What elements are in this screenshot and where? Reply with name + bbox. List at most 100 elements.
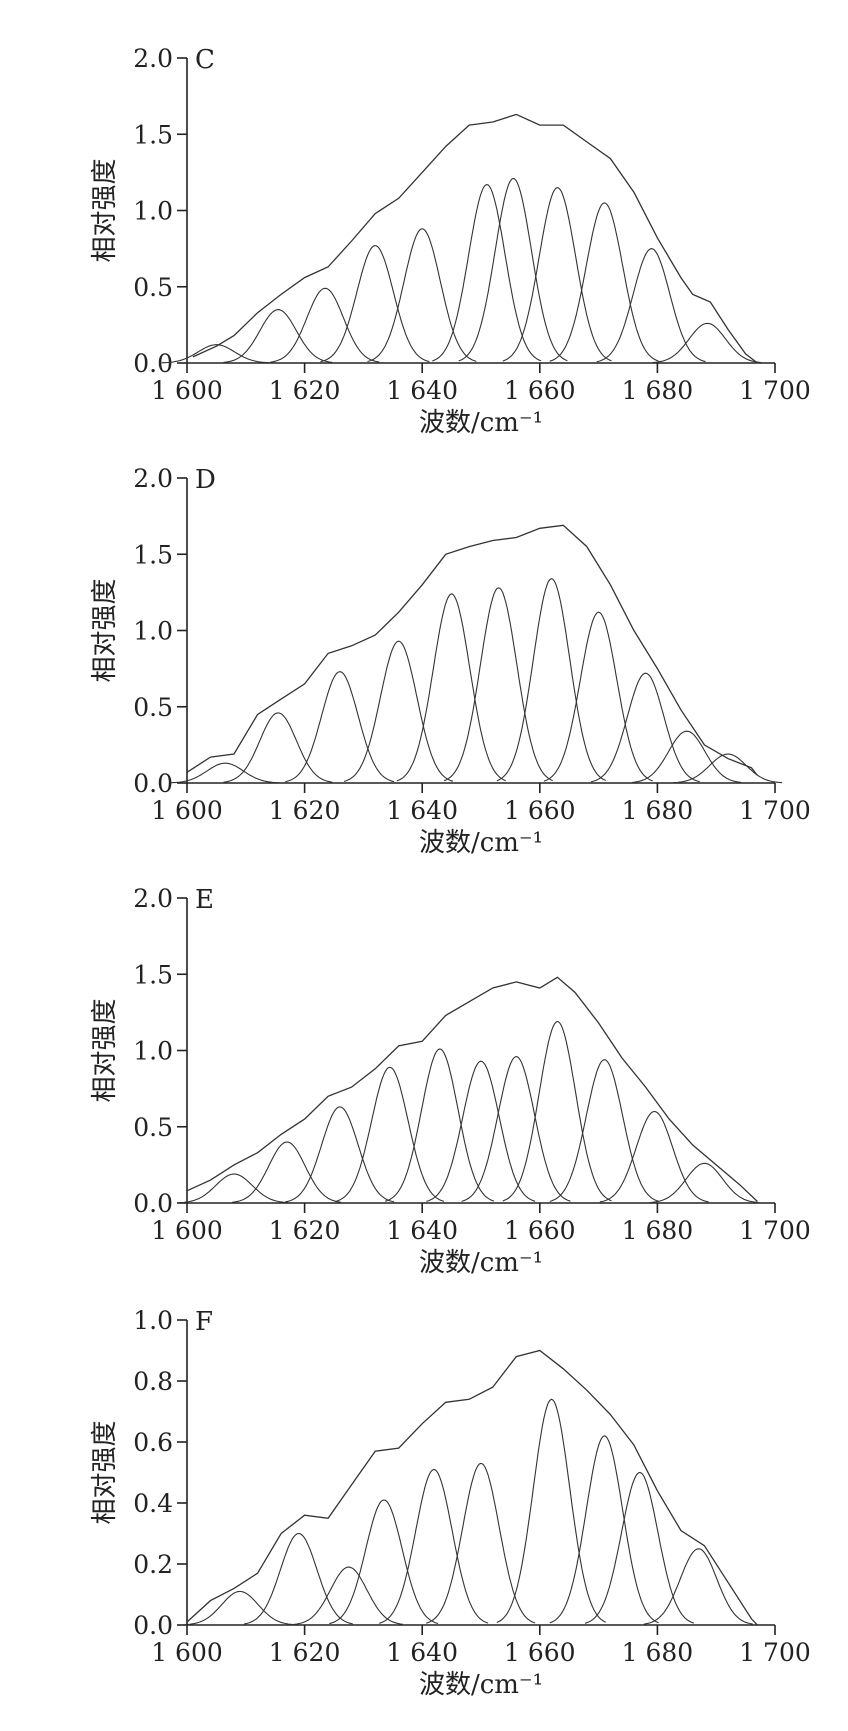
y-tick-label: 1.5: [133, 960, 173, 989]
component-peak-9: [549, 202, 659, 362]
component-peak-10: [632, 730, 741, 783]
component-peak-7: [496, 1398, 606, 1623]
y-tick-label: 0.5: [133, 1113, 173, 1142]
x-tick-label: 1 620: [269, 796, 341, 825]
y-tick-label: 1.0: [133, 1037, 173, 1066]
y-axis-label: 相对强度: [90, 998, 120, 1102]
x-tick-label: 1 600: [151, 1216, 223, 1245]
component-peak-3: [270, 287, 380, 363]
x-tick-label: 1 600: [151, 1638, 223, 1667]
spectrum-envelope-line: [186, 976, 758, 1202]
component-peak-9: [584, 1471, 695, 1624]
panel-label: E: [195, 885, 214, 915]
component-peak-10: [596, 248, 706, 363]
component-peak-8: [502, 187, 612, 362]
y-tick-label: 2.0: [133, 884, 173, 913]
component-peak-1: [179, 1173, 289, 1204]
component-peak-1: [185, 1590, 295, 1626]
component-peak-8: [543, 611, 653, 782]
component-peak-11: [673, 753, 783, 784]
component-peak-6: [426, 1060, 536, 1202]
x-tick-label: 1 600: [151, 376, 223, 405]
spectrum-envelope-line: [192, 113, 758, 364]
x-tick-label: 1 680: [622, 796, 694, 825]
panel-e: 1 600 1 620 1 640 1 660 1 680 1 700 0.0 0.5 1.0 1…: [90, 884, 811, 1278]
component-peak-4: [329, 1499, 439, 1625]
x-tick-label: 1 660: [504, 1216, 576, 1245]
component-peak-1: [170, 762, 280, 784]
x-tick-label: 1 620: [269, 1216, 341, 1245]
component-peak-7: [461, 1056, 571, 1202]
component-peak-2: [232, 1141, 342, 1203]
component-peak-10: [643, 1548, 753, 1625]
y-tick-label: 0.5: [133, 693, 173, 722]
x-tick-label: 1 620: [269, 1638, 341, 1667]
y-axis-label: 相对强度: [90, 578, 120, 682]
spectrum-envelope-line: [186, 524, 758, 776]
y-tick-label: 0.0: [133, 349, 173, 378]
panel-d: 1 600 1 620 1 640 1 660 1 680 1 700 0.0 0.5 1.0 1…: [90, 464, 811, 858]
component-peak-9: [549, 1059, 659, 1202]
component-peak-3: [293, 1566, 403, 1625]
component-peak-2: [223, 309, 333, 363]
component-peak-9: [590, 672, 700, 783]
x-axis-label: 波数/cm⁻¹: [419, 828, 543, 858]
component-peak-8: [502, 1020, 612, 1202]
x-tick-label: 1 640: [386, 1216, 458, 1245]
x-tick-label: 1 680: [622, 1638, 694, 1667]
x-tick-label: 1 660: [504, 376, 576, 405]
y-tick-label: 1.0: [133, 1306, 173, 1335]
component-peak-4: [343, 640, 453, 782]
component-peak-10: [599, 1110, 709, 1203]
component-peak-3: [285, 1106, 395, 1203]
panel-label: C: [195, 45, 215, 75]
panel-c: 1 600 1 620 1 640 1 660 1 680 1 700 0.0 0.5 1.0 1…: [90, 44, 811, 438]
x-tick-label: 1 680: [622, 376, 694, 405]
x-tick-label: 1 620: [269, 376, 341, 405]
component-peak-5: [367, 228, 477, 363]
component-peak-6: [426, 1462, 536, 1624]
y-tick-label: 0.5: [133, 273, 173, 302]
x-tick-label: 1 600: [151, 796, 223, 825]
x-tick-label: 1 680: [622, 1216, 694, 1245]
component-peak-5: [385, 1048, 495, 1202]
component-peak-5: [396, 593, 506, 782]
y-tick-label: 1.5: [133, 120, 173, 149]
y-tick-label: 1.0: [133, 617, 173, 646]
component-peak-11: [649, 1162, 759, 1204]
y-tick-label: 1.0: [133, 197, 173, 226]
y-tick-label: 2.0: [133, 44, 173, 73]
panel-f: 1 600 1 620 1 640 1 660 1 680 1 700 0.0 0.2 0.4 0…: [90, 1306, 811, 1700]
panel-label: D: [195, 465, 216, 495]
y-tick-label: 0.0: [133, 769, 173, 798]
component-peak-2: [223, 712, 333, 783]
component-peak-4: [335, 1066, 445, 1203]
y-tick-label: 0.0: [133, 1189, 173, 1218]
x-axis-label: 波数/cm⁻¹: [419, 1248, 543, 1278]
x-tick-label: 1 660: [504, 1638, 576, 1667]
component-peak-7: [496, 578, 606, 782]
component-peak-7: [458, 177, 568, 362]
component-peak-6: [443, 587, 553, 782]
component-peak-3: [285, 671, 395, 783]
y-tick-label: 0.2: [133, 1550, 173, 1579]
x-tick-label: 1 700: [739, 376, 811, 405]
y-tick-label: 0.0: [133, 1611, 173, 1640]
component-peak-4: [320, 245, 430, 363]
component-peak-2: [243, 1532, 353, 1625]
x-tick-label: 1 700: [739, 1638, 811, 1667]
y-axis-label: 相对强度: [90, 1420, 120, 1524]
spectrum-envelope-line: [186, 1349, 758, 1626]
component-peak-5: [379, 1468, 489, 1624]
component-peak-11: [652, 322, 762, 364]
x-tick-label: 1 640: [386, 796, 458, 825]
y-tick-label: 2.0: [133, 464, 173, 493]
component-peak-1: [161, 344, 271, 364]
component-peak-6: [432, 184, 542, 362]
y-tick-label: 0.8: [133, 1367, 173, 1396]
x-tick-label: 1 640: [386, 1638, 458, 1667]
x-tick-label: 1 700: [739, 796, 811, 825]
x-tick-label: 1 640: [386, 376, 458, 405]
y-tick-label: 0.6: [133, 1428, 173, 1457]
x-axis-label: 波数/cm⁻¹: [419, 1670, 543, 1700]
